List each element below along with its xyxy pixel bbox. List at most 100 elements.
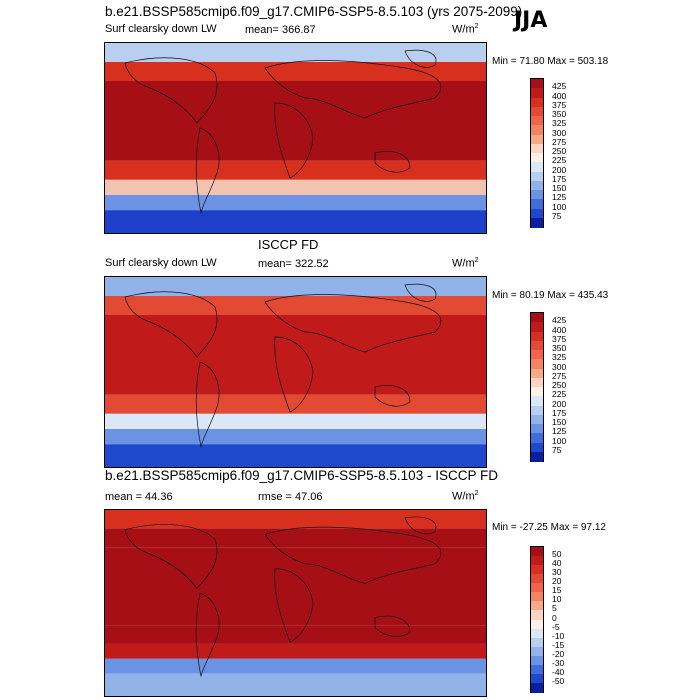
- map-band: [105, 658, 486, 674]
- colorbar-swatch: [531, 208, 543, 219]
- colorbar-tick-label: 400: [552, 324, 567, 335]
- colorbar-swatch: [531, 565, 543, 575]
- colorbar-swatch: [531, 433, 543, 443]
- colorbar-swatch: [531, 368, 543, 379]
- colorbar-swatch: [531, 682, 543, 693]
- colorbar-swatch: [531, 162, 543, 172]
- colorbar-swatch: [531, 143, 543, 154]
- colorbar-swatch: [531, 628, 543, 639]
- colorbar-tick-label: 40: [552, 558, 562, 569]
- colorbar-swatch: [531, 106, 543, 117]
- colorbar-swatch: [531, 424, 543, 434]
- colorbar-tick-label: 5: [552, 603, 557, 614]
- colorbar-swatch: [531, 556, 543, 566]
- map-band: [105, 625, 486, 644]
- colorbar-swatch: [531, 171, 543, 182]
- map-band: [105, 643, 486, 659]
- colorbar-tick-label: 300: [552, 127, 567, 138]
- colorbar-swatch: [531, 637, 543, 648]
- coastline: [124, 524, 218, 589]
- panel2-map: [104, 276, 487, 468]
- colorbar-tick-label: 125: [552, 426, 567, 437]
- panel3-rmse-label: rmse = 47.06: [258, 491, 323, 503]
- colorbar-swatch: [531, 574, 543, 584]
- colorbar-swatch: [531, 655, 543, 666]
- colorbar-tick-label: 75: [552, 444, 562, 455]
- colorbar-swatch: [531, 646, 543, 657]
- panel1-mean-label: mean= 366.87: [245, 24, 316, 36]
- panel3-title: b.e21.BSSP585cmip6.f09_g17.CMIP6-SSP5-8.…: [105, 468, 498, 483]
- colorbar-swatch: [531, 340, 543, 351]
- colorbar-tick-label: 250: [552, 146, 567, 156]
- panel3-mean-label: mean = 44.36: [105, 491, 173, 503]
- colorbar-swatch: [531, 610, 543, 620]
- colorbar-swatch: [531, 664, 543, 675]
- colorbar-tick-label: 425: [552, 315, 567, 326]
- colorbar-swatch: [531, 592, 543, 602]
- colorbar-tick-label: 300: [552, 361, 567, 372]
- colorbar-tick-label: 10: [552, 594, 562, 605]
- colorbar-tick-label: 225: [552, 389, 567, 400]
- panel2-variable-label: Surf clearsky down LW: [105, 257, 217, 269]
- colorbar-swatch: [531, 313, 543, 323]
- map-band: [105, 160, 486, 180]
- colorbar-swatch: [531, 134, 543, 145]
- panel1-title: b.e21.BSSP585cmip6.f09_g17.CMIP6-SSP5-8.…: [105, 4, 523, 19]
- map-band: [105, 43, 486, 62]
- colorbar-swatch: [531, 619, 543, 630]
- colorbar-tick-label: 425: [552, 81, 567, 92]
- colorbar-tick-label: -15: [552, 639, 565, 650]
- map-band: [105, 195, 486, 211]
- colorbar-swatch: [531, 199, 543, 209]
- colorbar-tick-label: -30: [552, 657, 565, 668]
- colorbar-tick-label: 375: [552, 99, 567, 110]
- map-band: [105, 394, 486, 414]
- panel3-map-field: [105, 510, 486, 696]
- coastline: [124, 57, 218, 124]
- colorbar-tick-label: 15: [552, 585, 562, 596]
- colorbar-tick-label: 150: [552, 417, 567, 427]
- colorbar-tick-label: 150: [552, 183, 567, 193]
- colorbar-tick-label: 20: [552, 576, 562, 587]
- colorbar-swatch: [531, 601, 543, 611]
- panel3-minmax: Min = -27.25 Max = 97.12: [492, 522, 606, 533]
- coastline: [195, 361, 220, 448]
- colorbar-swatch: [531, 322, 543, 332]
- colorbar-tick-label: 75: [552, 210, 562, 221]
- colorbar-swatch: [531, 405, 543, 416]
- panel2-minmax: Min = 80.19 Max = 435.43: [492, 290, 609, 301]
- colorbar-swatch: [531, 442, 543, 453]
- coastline: [374, 151, 411, 173]
- colorbar-tick-label: 250: [552, 380, 567, 390]
- colorbar-swatch: [531, 116, 543, 126]
- colorbar-swatch: [531, 79, 543, 89]
- panel3-colorbar: [530, 546, 544, 693]
- coastline: [374, 615, 411, 637]
- panel2-mean-label: mean= 322.52: [258, 258, 329, 270]
- colorbar-tick-label: 200: [552, 398, 567, 409]
- map-band: [105, 673, 486, 696]
- colorbar-tick-label: 100: [552, 201, 567, 212]
- colorbar-swatch: [531, 583, 543, 593]
- colorbar-tick-label: 400: [552, 90, 567, 101]
- map-band: [105, 277, 486, 296]
- coastline: [404, 49, 437, 68]
- colorbar-tick-label: -10: [552, 630, 565, 641]
- colorbar-tick-label: 350: [552, 343, 567, 353]
- coastline: [264, 526, 442, 584]
- panel1-map-field: [105, 43, 486, 233]
- map-band: [105, 179, 486, 195]
- panel2-colorbar: [530, 312, 544, 462]
- colorbar-tick-label: 50: [552, 549, 562, 560]
- colorbar-tick-label: 275: [552, 370, 567, 381]
- map-band: [105, 547, 486, 626]
- colorbar-tick-label: 275: [552, 136, 567, 147]
- map-band: [105, 210, 486, 233]
- season-label: JJA: [514, 8, 548, 33]
- colorbar-swatch: [531, 414, 543, 425]
- panel1-variable-label: Surf clearsky down LW: [105, 23, 217, 35]
- colorbar-swatch: [531, 673, 543, 684]
- coastline: [264, 60, 442, 119]
- colorbar-swatch: [531, 547, 543, 557]
- colorbar-tick-label: 325: [552, 352, 567, 363]
